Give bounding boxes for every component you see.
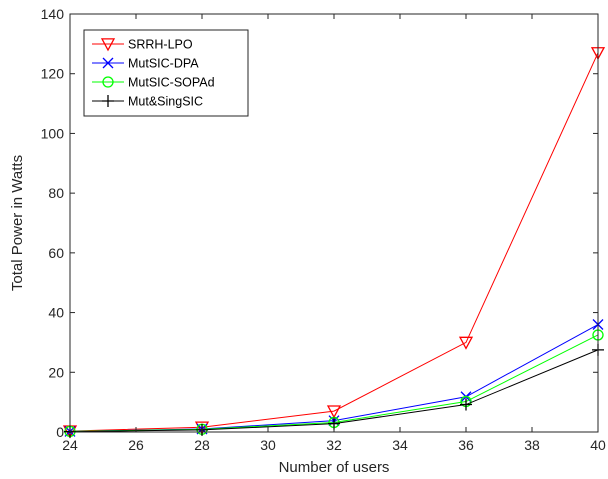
y-tick-label: 0	[56, 424, 64, 440]
legend-entry: SRRH-LPO	[92, 38, 193, 52]
legend-marker	[102, 95, 114, 107]
data-point	[326, 405, 342, 419]
x-tick-label: 24	[62, 437, 78, 453]
legend-marker	[100, 38, 116, 52]
data-point	[458, 336, 474, 350]
y-tick-label: 20	[48, 364, 64, 380]
legend-label: SRRH-LPO	[128, 38, 193, 52]
legend-label: Mut&SingSIC	[128, 95, 203, 109]
legend-label: MutSIC-DPA	[128, 57, 199, 71]
y-tick-label: 120	[41, 66, 65, 82]
axes-layer: 24 26 28 30 32 34 36 38 40 0 20 40 60 80 100 120 140	[41, 6, 606, 453]
legend-label: MutSIC-SOPAd	[128, 76, 215, 90]
y-tick-label: 140	[41, 6, 65, 22]
series-line	[69, 52, 599, 432]
x-tick-label: 32	[326, 437, 342, 453]
y-tick-label: 60	[48, 245, 64, 261]
x-tick-label: 28	[194, 437, 210, 453]
x-axis-title: Number of users	[279, 459, 390, 476]
x-tick-label: 40	[590, 437, 606, 453]
legend-marker	[102, 57, 114, 69]
y-tick-label: 80	[48, 185, 64, 201]
data-point	[194, 421, 210, 435]
x-tick-label: 26	[128, 437, 144, 453]
legend-entry: Mut&SingSIC	[92, 95, 203, 109]
y-axis-title: Total Power in Watts	[9, 155, 26, 291]
x-tick-label: 30	[260, 437, 276, 453]
x-tick-label: 34	[392, 437, 408, 453]
legend: SRRH-LPO MutSIC-DPA MutSIC-SOPAd Mut&SingSI…	[83, 29, 249, 117]
y-tick-label: 100	[41, 125, 65, 141]
x-tick-label: 38	[524, 437, 540, 453]
legend-entry: MutSIC-SOPAd	[92, 76, 215, 90]
data-point	[460, 398, 472, 411]
legend-entry: MutSIC-DPA	[92, 57, 199, 71]
x-tick-label: 36	[458, 437, 474, 453]
y-tick-label: 40	[48, 305, 64, 321]
legend-marker	[102, 76, 114, 88]
